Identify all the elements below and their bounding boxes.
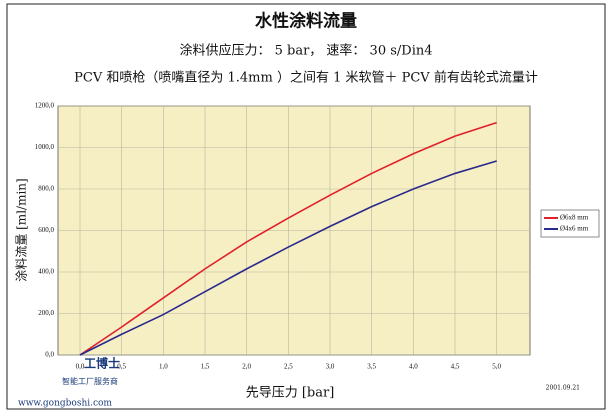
legend-label: Ø4x6 mm — [560, 225, 589, 233]
y-tick-label: 0,0 — [45, 351, 54, 359]
x-tick-label: 2,5 — [284, 363, 293, 371]
note: PCV 和喷枪（喷嘴直径为 1.4mm ）之间有 1 米软管＋ PCV 前有齿轮… — [74, 70, 538, 86]
chart-title: 水性涂料流量 — [255, 11, 357, 32]
watermark: www.gongboshi.com — [18, 399, 112, 409]
x-axis-label: 先导压力 [bar] — [246, 386, 335, 401]
x-tick-label: 3,5 — [367, 363, 376, 371]
x-tick-label: 1,0 — [159, 363, 168, 371]
x-tick-label: 2,0 — [242, 363, 251, 371]
x-tick-label: 1,5 — [201, 363, 210, 371]
x-tick-label: 4,5 — [451, 363, 460, 371]
y-tick-label: 600,0 — [38, 226, 54, 234]
y-tick-label: 400,0 — [38, 268, 54, 276]
y-tick-label: 800,0 — [38, 185, 54, 193]
series-line — [79, 121, 497, 356]
legend-label: Ø6x8 mm — [560, 214, 589, 222]
series-line — [79, 160, 497, 356]
y-tick-label: 200,0 — [38, 309, 54, 317]
x-tick-label: 0,0 — [76, 363, 85, 371]
subtitle: 涂料供应压力： 5 bar， 速率： 30 s/Din4 — [179, 43, 432, 59]
legend-box — [540, 209, 600, 238]
y-tick-label: 1000,0 — [35, 143, 55, 151]
x-tick-label: 4,0 — [409, 363, 418, 371]
x-tick-label: 0,5 — [117, 363, 126, 371]
x-tick-label: 5,0 — [492, 363, 501, 371]
watermark: 工博士 — [84, 356, 120, 371]
date: 2001.09.21 — [546, 385, 580, 392]
y-axis-label: 涂料流量 [ml/min] — [14, 178, 29, 281]
watermark: 智能工厂服务商 — [62, 376, 118, 386]
y-tick-label: 1200,0 — [35, 102, 55, 110]
x-tick-label: 3,0 — [326, 363, 335, 371]
